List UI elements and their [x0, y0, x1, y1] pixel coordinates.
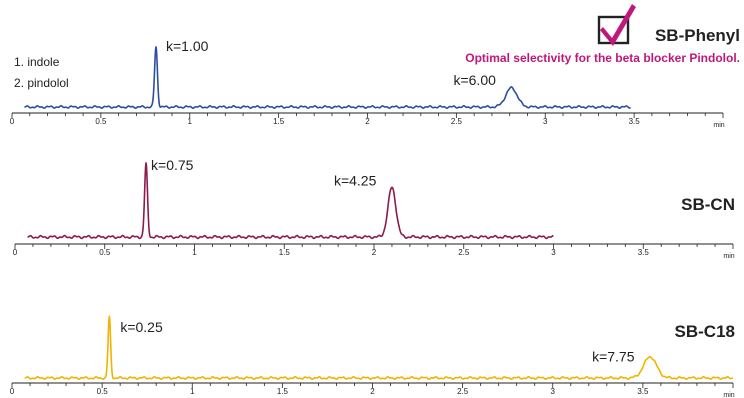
x-axis-tick-label: 2	[372, 248, 377, 257]
x-axis-tick-label: 2	[365, 117, 370, 126]
x-axis-unit-label: min	[723, 392, 734, 398]
legend-item-indole: 1. indole	[14, 55, 60, 69]
x-axis-tick-label: 1	[190, 387, 195, 396]
x-axis-tick-label: 3	[551, 248, 556, 257]
peak-label: k=0.25	[120, 319, 163, 335]
chromatogram-sb-cn: 0 0.5 1 1.5 2 2.5 3 3.5 min k=0.75 k=4.25	[13, 157, 735, 260]
x-axis-tick-label: 2.5	[458, 248, 470, 257]
chromatogram-trace	[24, 315, 734, 381]
chromatogram-sb-phenyl: 0 0.5 1 1.5 2 2.5 3 3.5 min k=1.00 k=6.00	[10, 38, 725, 129]
chromatogram-trace	[27, 162, 554, 240]
peak-label: k=4.25	[334, 172, 377, 188]
selectivity-note: Optimal selectivity for the beta blocker…	[465, 51, 740, 65]
x-axis-tick-label: 2.5	[451, 117, 463, 126]
x-axis-tick-label: 0	[13, 248, 18, 257]
peak-label: k=6.00	[453, 72, 496, 88]
x-axis-unit-label: min	[713, 122, 724, 129]
x-axis-tick-label: 0.5	[95, 117, 107, 126]
x-axis-tick-label: 3.5	[638, 248, 650, 257]
panel-title-sb-phenyl: SB-Phenyl	[655, 26, 740, 45]
x-axis-unit-label: min	[723, 253, 734, 260]
chromatogram-trace	[24, 46, 631, 109]
x-axis-tick-label: 3.5	[629, 117, 641, 126]
chromatogram-sb-c18: 0 0.5 1 1.5 2 2.5 3 3.5 min k=0.25 k=7.75	[10, 315, 735, 398]
legend-item-pindolol: 2. pindolol	[14, 76, 69, 90]
x-axis-tick-label: 1	[192, 248, 197, 257]
x-axis-tick-label: 0.5	[99, 248, 111, 257]
x-axis-tick-label: 2.5	[457, 387, 469, 396]
x-axis-tick-label: 1.5	[273, 117, 285, 126]
checkbox-check-icon	[597, 4, 636, 46]
peak-label: k=7.75	[592, 349, 635, 365]
panel-title-sb-cn: SB-CN	[681, 195, 735, 214]
x-axis-tick-label: 3	[543, 117, 548, 126]
peak-label: k=0.75	[151, 157, 194, 173]
x-axis-tick-label: 3	[551, 387, 556, 396]
panel-title-sb-c18: SB-C18	[675, 322, 735, 341]
x-axis-tick-label: 2	[370, 387, 375, 396]
x-axis-tick-label: 1.5	[277, 387, 289, 396]
peak-label: k=1.00	[166, 38, 209, 54]
x-axis-tick-label: 3.5	[637, 387, 649, 396]
x-axis-tick-label: 0	[10, 387, 15, 396]
x-axis-tick-label: 1	[188, 117, 193, 126]
x-axis-tick-label: 0	[10, 117, 15, 126]
chromatogram-panels: 0 0.5 1 1.5 2 2.5 3 3.5 min k=1.00 k=6.00 0 0.5 1 1.5 2…	[10, 38, 735, 398]
x-axis-tick-label: 1.5	[279, 248, 291, 257]
x-axis-tick-label: 0.5	[97, 387, 109, 396]
